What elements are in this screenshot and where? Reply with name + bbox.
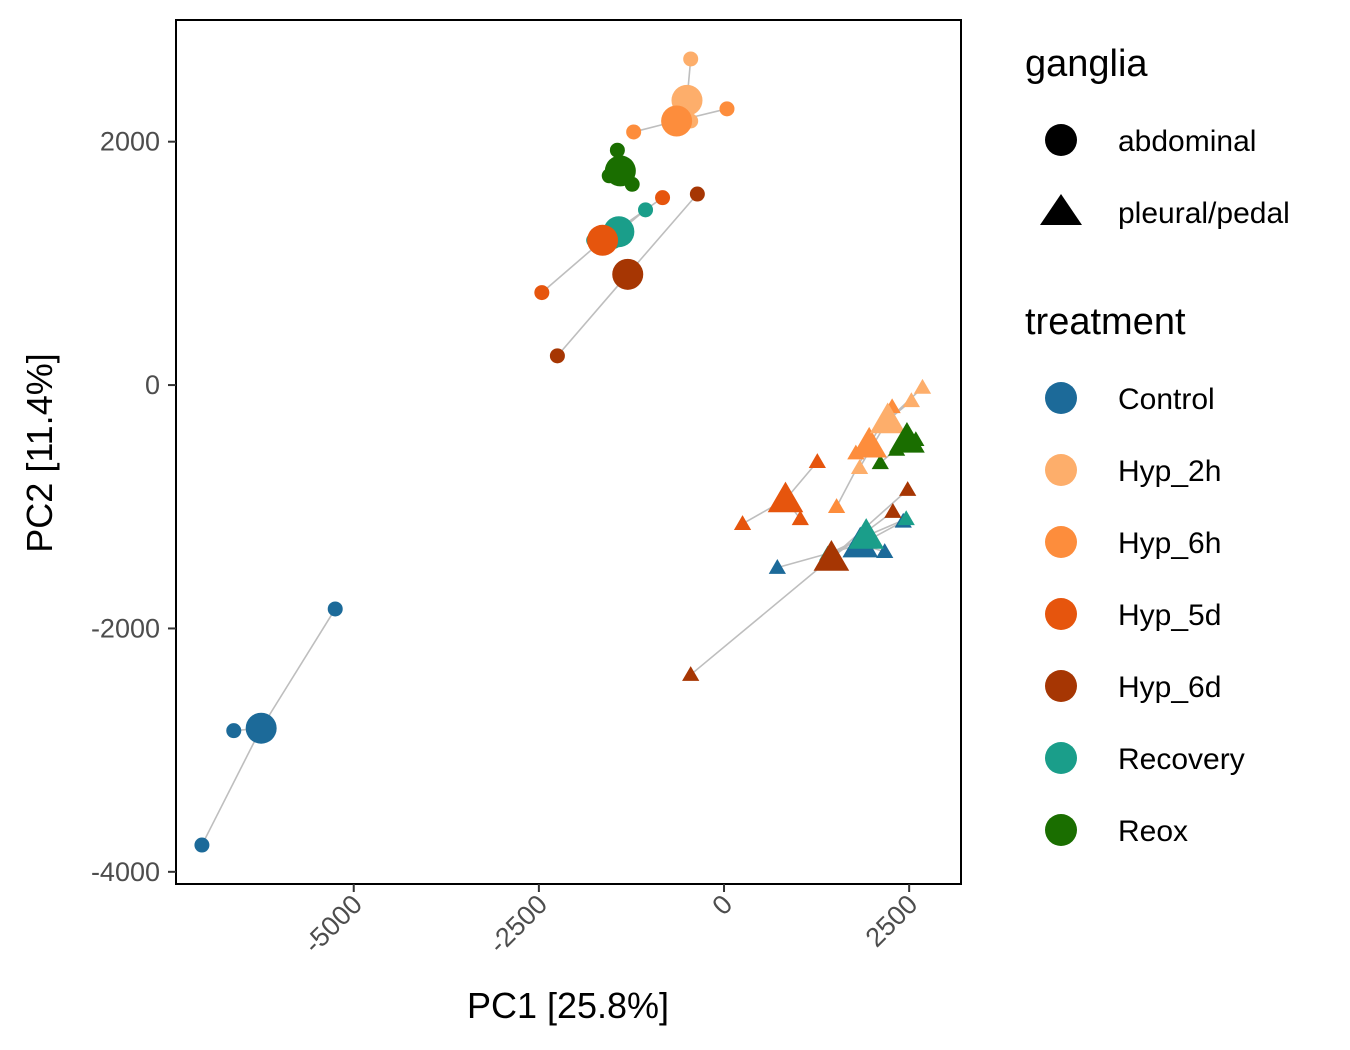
- point-hyp-2h-pleural-pedal-0: [850, 459, 869, 475]
- legend-key-hyp-5d: [1045, 598, 1077, 630]
- point-hyp-6h-abdominal-1: [626, 124, 642, 140]
- centroid-hyp-5d-abdominal: [587, 224, 619, 256]
- x-axis-title: PC1 [25.8%]: [467, 985, 669, 1026]
- point-hyp-6d-pleural-pedal-1: [884, 503, 902, 518]
- legend-key-hyp-6h: [1045, 526, 1077, 558]
- point-control-abdominal-2: [194, 837, 210, 853]
- y-tick-label-3: 2000: [100, 127, 160, 157]
- connector-control-abdominal-0: [260, 608, 336, 729]
- centroid-hyp-6h-pleural-pedal: [851, 426, 887, 458]
- point-control-pleural-pedal-0: [768, 558, 786, 574]
- centroid-hyp-2h-pleural-pedal: [869, 402, 906, 434]
- legend-label-hyp-5d: Hyp_5d: [1118, 599, 1221, 632]
- centroid-reox-pleural-pedal: [889, 422, 925, 453]
- point-hyp-5d-abdominal-1: [655, 190, 671, 206]
- legend-key-abdominal: [1045, 124, 1077, 156]
- connector-hyp-6d-abdominal-0: [556, 273, 629, 357]
- point-hyp-5d-abdominal-0: [534, 285, 550, 301]
- point-hyp-2h-pleural-pedal-2: [913, 378, 932, 394]
- point-control-abdominal-0: [327, 601, 343, 617]
- legend-key-hyp-2h: [1045, 454, 1077, 486]
- point-hyp-5d-pleural-pedal-2: [791, 510, 809, 526]
- point-reox-pleural-pedal-2: [871, 454, 889, 470]
- centroid-reox-abdominal: [604, 155, 636, 187]
- centroid-recovery-pleural-pedal: [848, 518, 885, 549]
- y-axis: -4000 -2000 0 2000: [91, 127, 176, 887]
- legend-label-reox: Reox: [1118, 815, 1188, 848]
- centroid-control-abdominal: [245, 712, 277, 744]
- point-hyp-6d-abdominal-1: [689, 186, 705, 202]
- connector-hyp-6d-pleural-pedal-2: [830, 489, 909, 559]
- legend-key-control: [1045, 382, 1077, 414]
- legend-label-abdominal: abdominal: [1118, 125, 1256, 158]
- legend-label-pleural-pedal: pleural/pedal: [1118, 197, 1290, 230]
- legend-label-hyp-2h: Hyp_2h: [1118, 455, 1221, 488]
- legend-key-pleural-pedal: [1040, 194, 1082, 225]
- centroid-hyp-6h-abdominal: [661, 105, 693, 137]
- point-hyp-6d-pleural-pedal-0: [682, 666, 700, 681]
- legend-label-recovery: Recovery: [1118, 743, 1245, 776]
- point-hyp-6d-abdominal-0: [549, 348, 565, 364]
- point-hyp-2h-abdominal-0: [683, 51, 699, 67]
- connector-hyp-6d-pleural-pedal-0: [690, 557, 832, 676]
- point-hyp-6h-abdominal-0: [719, 101, 735, 117]
- point-hyp-5d-pleural-pedal-1: [808, 453, 826, 468]
- legend-label-hyp-6h: Hyp_6h: [1118, 527, 1221, 560]
- legend-title-ganglia: ganglia: [1025, 43, 1148, 85]
- centroid-hyp-6d-abdominal: [612, 258, 644, 290]
- point-hyp-5d-pleural-pedal-0: [733, 515, 752, 531]
- connector-control-abdominal-2: [201, 727, 262, 846]
- point-control-pleural-pedal-1: [876, 543, 894, 558]
- point-reox-abdominal-0: [609, 142, 625, 158]
- legend-key-recovery: [1045, 742, 1077, 774]
- point-control-abdominal-1: [226, 723, 242, 739]
- point-hyp-2h-pleural-pedal-1: [902, 392, 921, 408]
- legend-title-treatment: treatment: [1025, 301, 1186, 343]
- point-hyp-6d-pleural-pedal-2: [899, 481, 917, 496]
- point-hyp-6h-pleural-pedal-0: [827, 498, 846, 513]
- legend-label-control: Control: [1118, 383, 1215, 416]
- legend: ganglia abdominal pleural/pedal treatment Co…: [1025, 43, 1290, 848]
- points-layer: [194, 51, 932, 853]
- plot-panel-border: [175, 19, 962, 885]
- connector-control-pleural-pedal-0: [777, 543, 861, 569]
- legend-key-hyp-6d: [1045, 670, 1077, 702]
- y-tick-label-1: -2000: [91, 613, 160, 643]
- legend-label-hyp-6d: Hyp_6d: [1118, 671, 1221, 704]
- point-recovery-abdominal-0: [638, 202, 654, 218]
- y-axis-title: PC2 [11.4%]: [19, 353, 60, 552]
- y-tick-label-0: -4000: [91, 857, 160, 887]
- point-recovery-pleural-pedal-1: [897, 510, 915, 526]
- centroid-hyp-5d-pleural-pedal: [767, 481, 804, 513]
- y-tick-label-2: 0: [145, 370, 160, 400]
- connector-hyp-6d-abdominal-1: [627, 193, 698, 275]
- centroid-hyp-6d-pleural-pedal: [813, 540, 850, 571]
- legend-key-reox: [1045, 814, 1077, 846]
